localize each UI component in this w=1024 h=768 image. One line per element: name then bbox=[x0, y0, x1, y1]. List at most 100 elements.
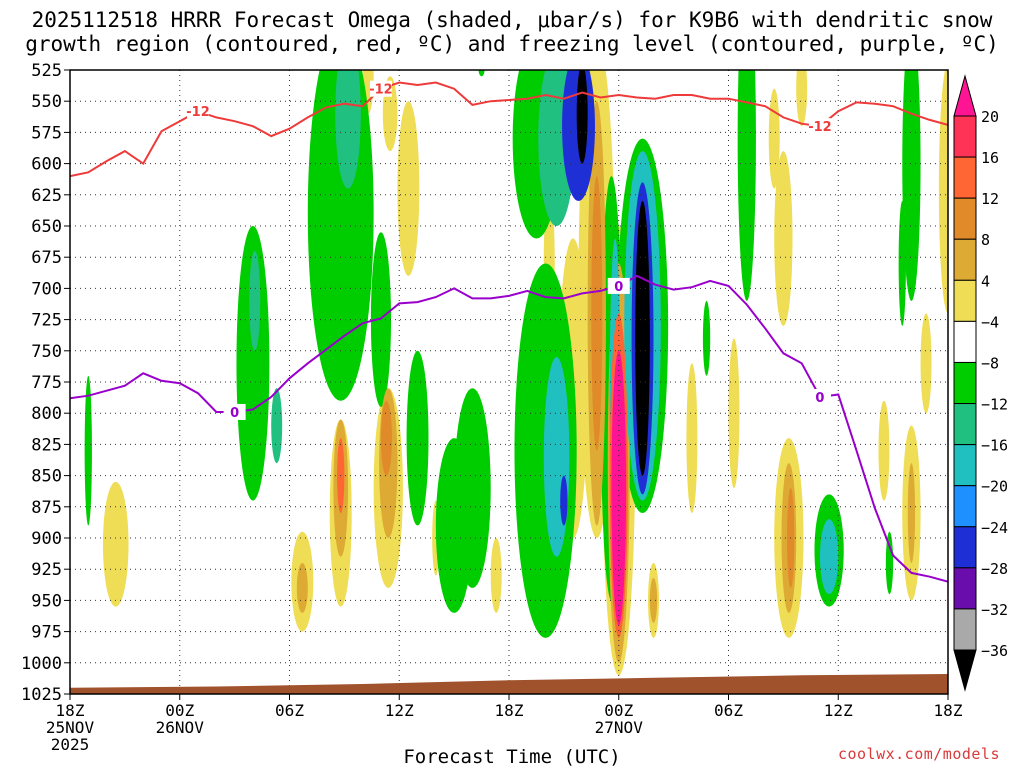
dgz-label-1: -12 bbox=[186, 105, 210, 120]
colorbar-band-0 bbox=[953, 115, 977, 158]
colorbar-label-7: −12 bbox=[981, 396, 1008, 414]
freezing-label-2-bg bbox=[607, 277, 630, 294]
omega-cell-57 bbox=[591, 176, 603, 451]
omega-cell-33 bbox=[737, 70, 756, 301]
omega-cell-4 bbox=[397, 101, 420, 276]
colorbar-label-1: 16 bbox=[981, 149, 999, 167]
omega-cell-37 bbox=[885, 531, 894, 595]
x-tick-label-0: 18Z bbox=[56, 701, 85, 720]
colorbar-band-3 bbox=[953, 238, 977, 281]
omega-cell-47 bbox=[907, 463, 916, 563]
y-tick-label-11: 800 bbox=[31, 404, 62, 424]
omega-cell-6 bbox=[490, 538, 502, 613]
x-tick-label-2: 06Z bbox=[275, 701, 304, 720]
colorbar-band-12 bbox=[953, 608, 977, 651]
colorbar-label-11: −28 bbox=[981, 560, 1008, 578]
x-tick-date-5: 27NOV bbox=[595, 718, 644, 737]
y-tick-label-14: 875 bbox=[31, 498, 62, 518]
colorbar-band-11 bbox=[953, 567, 977, 610]
x-tick-label-1: 00Z bbox=[165, 701, 194, 720]
chart-title-line-1: 2025112518 HRRR Forecast Omega (shaded, … bbox=[31, 8, 993, 32]
colorbar-label-13: −36 bbox=[981, 642, 1008, 660]
dgz-label-1-bg bbox=[187, 103, 210, 120]
omega-cell-25 bbox=[406, 350, 429, 526]
colorbar-label-9: −20 bbox=[981, 478, 1008, 496]
x-tick-label-7: 12Z bbox=[824, 701, 853, 720]
colorbar-band-9 bbox=[953, 485, 977, 528]
y-tick-label-13: 850 bbox=[31, 467, 62, 487]
dgz-label-3: -12 bbox=[808, 120, 832, 135]
dgz-minus12-contour bbox=[70, 81, 948, 178]
y-tick-label-12: 825 bbox=[31, 435, 62, 455]
omega-cell-68 bbox=[635, 201, 650, 476]
freezing-level-contour bbox=[70, 274, 948, 583]
x-tick-label-3: 12Z bbox=[385, 701, 414, 720]
x-tick-date-1: 26NOV bbox=[156, 718, 205, 737]
y-tick-label-18: 975 bbox=[31, 623, 62, 643]
omega-cell-36 bbox=[898, 201, 906, 326]
omega-cell-35 bbox=[902, 70, 921, 301]
y-tick-label-3: 600 bbox=[31, 155, 62, 175]
y-tick-label-16: 925 bbox=[31, 560, 62, 580]
omega-cell-15 bbox=[774, 151, 793, 326]
terrain-layer bbox=[70, 674, 948, 694]
omega-cell-23 bbox=[236, 226, 270, 501]
colorbar-band-1 bbox=[953, 156, 977, 199]
colorbar-band-5 bbox=[953, 320, 977, 363]
x-tick-date-0: 25NOV bbox=[46, 718, 95, 737]
colorbar-label-10: −24 bbox=[981, 519, 1008, 537]
omega-cell-20 bbox=[938, 70, 948, 314]
grid-layer bbox=[70, 70, 948, 694]
source-credit: coolwx.com/models bbox=[837, 745, 1000, 763]
colorbar-label-0: 20 bbox=[981, 108, 999, 126]
y-tick-label-1: 550 bbox=[31, 92, 62, 112]
omega-cell-0 bbox=[102, 481, 129, 607]
colorbar-band-8 bbox=[953, 444, 977, 487]
omega-cell-24 bbox=[84, 375, 92, 526]
dgz-label-2-bg bbox=[369, 80, 392, 97]
colorbar: 20 16 12 8 4 −4 −8 −12 −16 −20 −24 −28 −32 −36 bbox=[953, 74, 1008, 692]
omega-cell-22 bbox=[796, 70, 808, 127]
omega-cell-63 bbox=[560, 475, 568, 526]
y-tick-label-19: 1000 bbox=[21, 654, 62, 674]
omega-cell-48 bbox=[271, 388, 283, 464]
colorbar-band-6 bbox=[953, 361, 977, 405]
omega-cell-53 bbox=[249, 250, 261, 351]
colorbar-label-5: −4 bbox=[981, 313, 999, 331]
omega-cell-60 bbox=[819, 519, 839, 595]
omega-cell-52 bbox=[335, 70, 361, 189]
x-tick-label-5: 00Z bbox=[604, 701, 633, 720]
terrain-fill bbox=[70, 674, 948, 694]
y-tick-label-17: 950 bbox=[31, 591, 62, 611]
colorbar-label-3: 8 bbox=[981, 231, 990, 249]
y-axis: 525 550 575 600 625 650 675 700 725 750 775 800 825 8… bbox=[21, 61, 70, 705]
y-tick-label-6: 675 bbox=[31, 248, 62, 268]
colorbar-label-8: −16 bbox=[981, 437, 1008, 455]
freezing-label-3-bg bbox=[808, 388, 831, 405]
y-tick-label-7: 700 bbox=[31, 279, 62, 299]
colorbar-bottom-arrow bbox=[953, 649, 977, 692]
dgz-label-2: -12 bbox=[369, 83, 393, 98]
y-tick-label-2: 575 bbox=[31, 123, 62, 143]
colorbar-top-arrow bbox=[953, 74, 977, 117]
colorbar-band-4 bbox=[953, 279, 977, 322]
y-tick-label-4: 625 bbox=[31, 186, 62, 206]
omega-cell-67 bbox=[576, 70, 588, 164]
omega-cell-32 bbox=[702, 300, 711, 376]
contour-layer: -12 -12 -12 0 0 0 bbox=[70, 80, 948, 583]
freezing-label-3: 0 bbox=[815, 391, 824, 406]
y-tick-label-5: 650 bbox=[31, 217, 62, 237]
x-tick-year-0: 2025 bbox=[51, 735, 90, 754]
colorbar-label-4: 4 bbox=[981, 272, 990, 290]
freezing-label-2: 0 bbox=[614, 280, 623, 295]
omega-cell-17 bbox=[878, 400, 890, 501]
omega-cell-54 bbox=[543, 357, 570, 557]
x-axis-title: Forecast Time (UTC) bbox=[403, 746, 621, 768]
omega-cell-38 bbox=[478, 70, 485, 77]
omega-cell-66 bbox=[611, 350, 627, 626]
y-tick-label-9: 750 bbox=[31, 342, 62, 362]
x-tick-label-6: 06Z bbox=[714, 701, 743, 720]
omega-cell-13 bbox=[728, 338, 740, 489]
